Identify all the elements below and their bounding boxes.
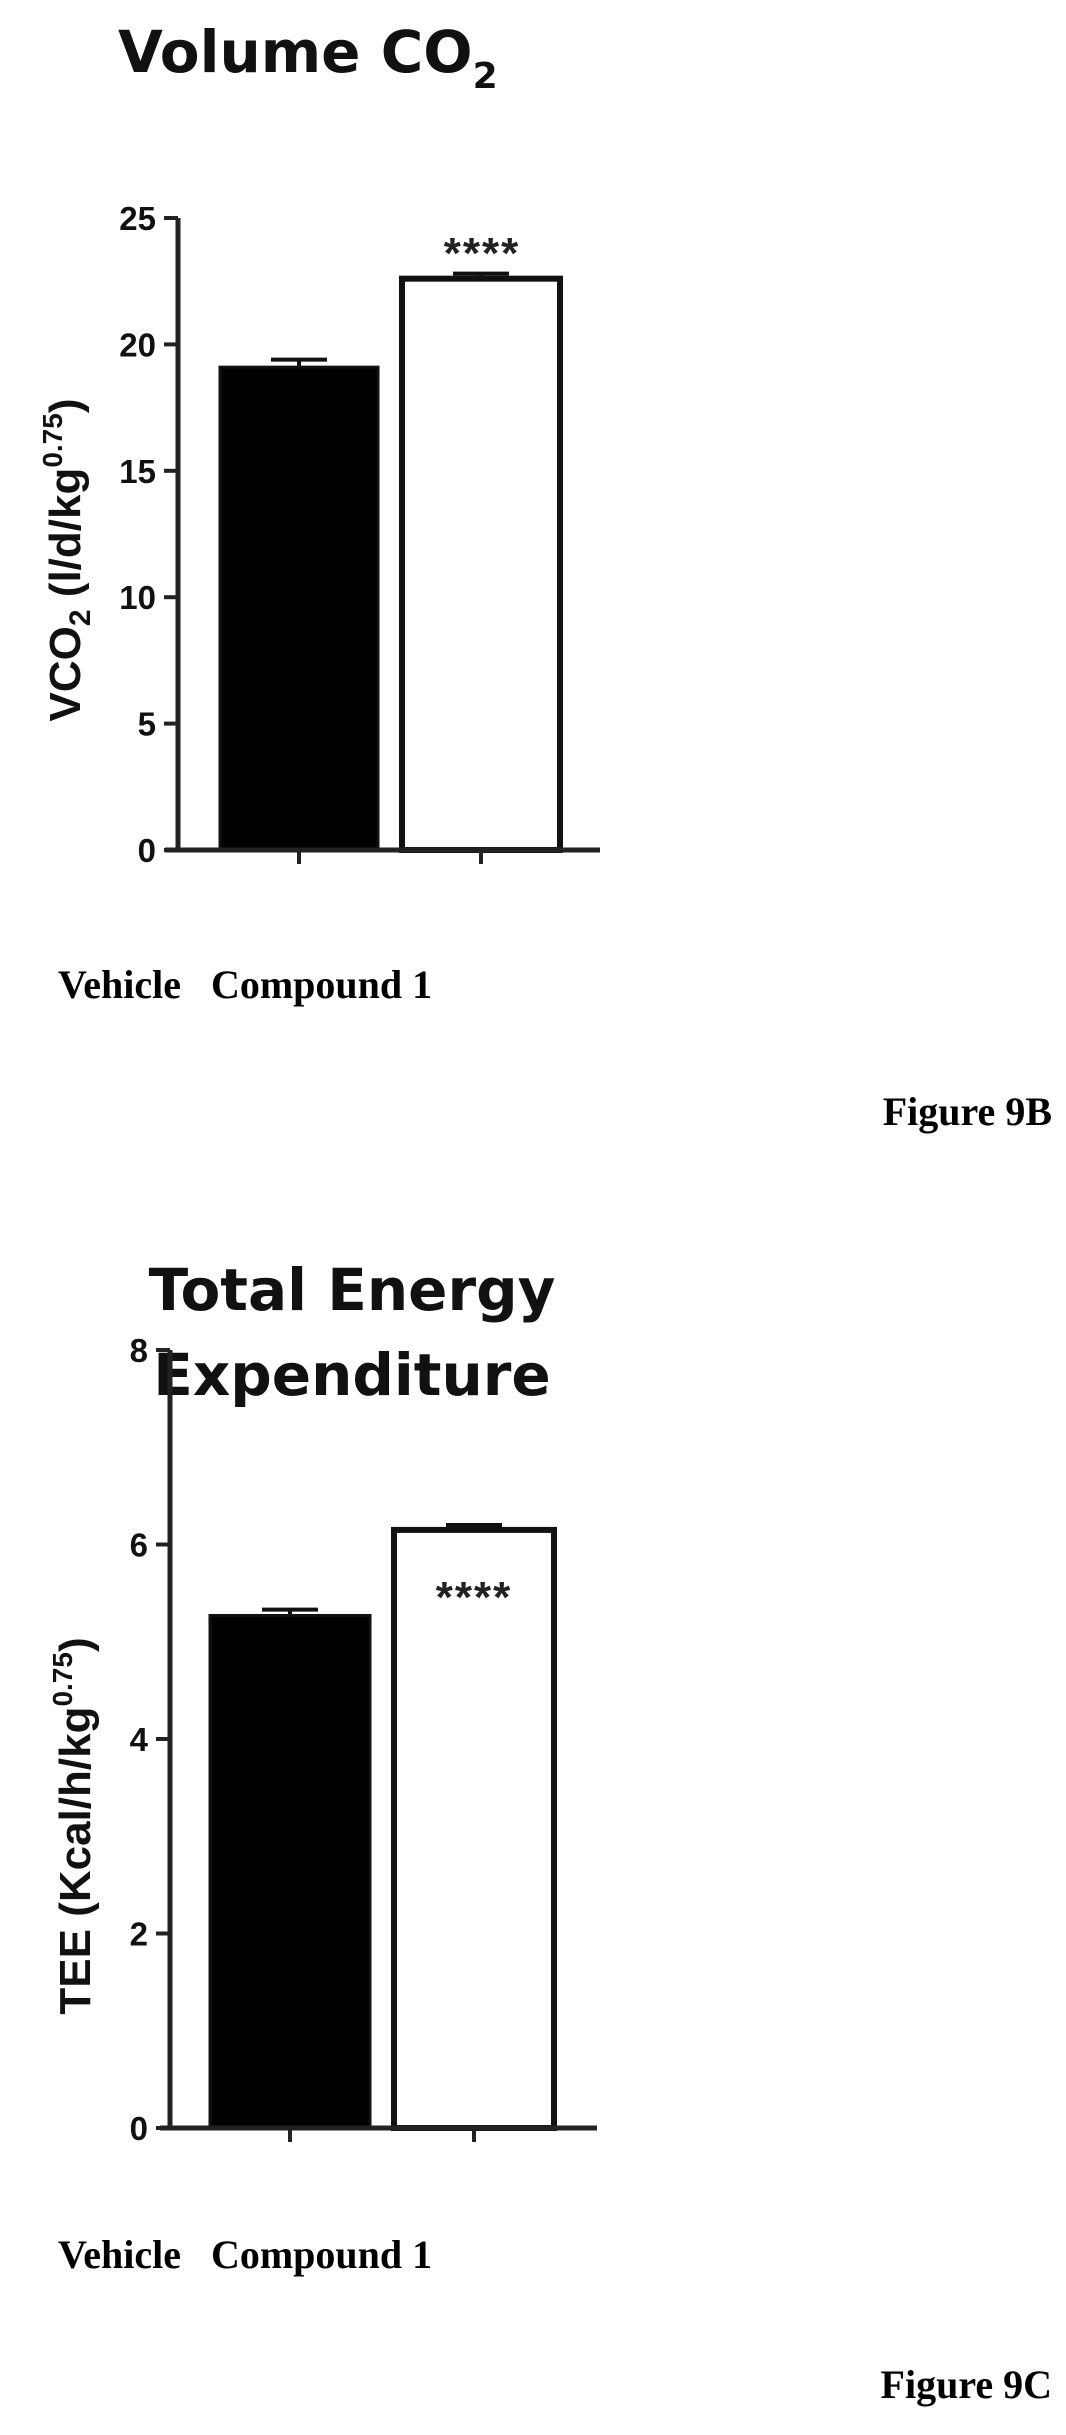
- chart-9b-title: Volume CO2: [118, 18, 498, 97]
- chart-9b-title-subscript: 2: [473, 56, 498, 97]
- chart-9b-significance-label: ****: [444, 229, 521, 278]
- chart-9c-bar-compound-1: [391, 1526, 557, 2131]
- chart-9b-bars: [218, 275, 563, 853]
- figure-9b-label: Figure 9B: [883, 1089, 1052, 1134]
- chart-9b-y-tick-label: 25: [119, 200, 156, 237]
- chart-9c-y-ticks: 0 2 4 6 8: [130, 1332, 170, 2147]
- chart-9b-y-axis-label: VCO2 (l/d/kg0.75): [37, 399, 97, 722]
- chart-9c-significance-label: ****: [436, 1573, 513, 1622]
- chart-9b-y-tick-label: 10: [119, 579, 156, 616]
- chart-9b-y-tick-label: 5: [138, 706, 156, 743]
- chart-9b-category-labels: Vehicle Compound 1: [58, 962, 432, 1007]
- figure-9c-label: Figure 9C: [881, 2362, 1052, 2407]
- chart-9c-y-tick-label: 2: [130, 1916, 148, 1953]
- chart-9c-y-tick-label: 0: [130, 2110, 148, 2147]
- chart-9c-error-bars: [262, 1523, 502, 1616]
- chart-9c-y-tick-label: 8: [130, 1332, 148, 1369]
- chart-9c-title-line-1: Total Energy: [149, 1256, 556, 1324]
- chart-9b-y-tick-label: 15: [119, 453, 156, 490]
- chart-9b-bar-vehicle: [218, 365, 380, 852]
- chart-9b-y-tick-label: 0: [138, 832, 156, 869]
- chart-9c-y-tick-label: 6: [130, 1527, 148, 1564]
- chart-9b-y-ticks: 0 5 10 15 20 25: [119, 200, 178, 869]
- chart-9b-bar-compound-1: [399, 275, 563, 853]
- chart-9b: Volume CO2 VCO2 (l/d/kg0.75) 0510152025 …: [37, 18, 1052, 1134]
- chart-9c-category-labels: Vehicle Compound 1: [58, 2232, 432, 2277]
- chart-9c-y-axis-label: TEE (Kcal/h/kg0.75): [47, 1637, 100, 2014]
- chart-9c: Total Energy Expenditure TEE (Kcal/h/kg0…: [47, 1256, 1052, 2407]
- chart-9b-y-tick-label: 20: [119, 326, 156, 363]
- chart-9c-bar-vehicle: [208, 1613, 372, 2130]
- chart-9b-error-bars: [271, 271, 509, 368]
- chart-9c-y-tick-label: 4: [130, 1721, 149, 1758]
- chart-9c-title-line-2: Expenditure: [153, 1341, 551, 1409]
